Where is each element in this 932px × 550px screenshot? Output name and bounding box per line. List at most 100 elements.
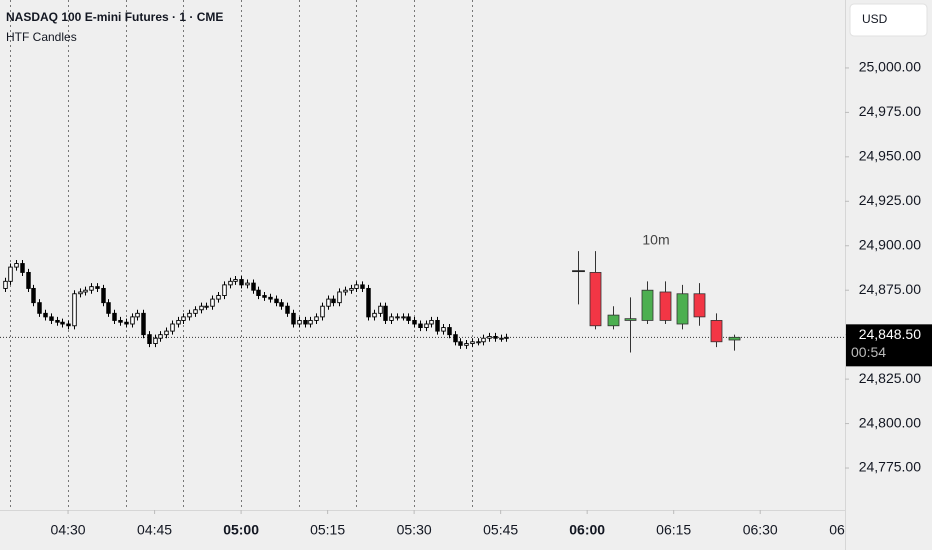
candle-body bbox=[279, 302, 284, 307]
candle-body bbox=[470, 341, 475, 345]
candle-body bbox=[337, 291, 342, 304]
candle-body bbox=[493, 335, 498, 339]
candle-body bbox=[389, 316, 394, 321]
candle-body bbox=[118, 319, 123, 323]
x-tick-label: 04:30 bbox=[51, 522, 86, 538]
htf-body bbox=[624, 318, 637, 321]
candle-body bbox=[406, 316, 411, 321]
htf-body bbox=[607, 314, 620, 327]
last-price-label: 24,848.50 bbox=[859, 326, 921, 342]
candle-body bbox=[366, 287, 371, 318]
candle-body bbox=[210, 298, 215, 307]
y-tick-label: 24,875.00 bbox=[859, 281, 921, 297]
candle-body bbox=[37, 302, 42, 314]
y-tick-label: 24,825.00 bbox=[859, 370, 921, 386]
chart-title: NASDAQ 100 E-mini Futures · 1 · CME bbox=[6, 10, 223, 24]
candle-body bbox=[268, 296, 273, 300]
candle-body bbox=[412, 319, 417, 325]
candle-body bbox=[378, 305, 383, 314]
candle-body bbox=[124, 321, 129, 325]
candle-body bbox=[487, 335, 492, 339]
currency-label[interactable]: USD bbox=[862, 12, 888, 26]
candle-body bbox=[101, 287, 106, 304]
candle-body bbox=[464, 343, 469, 346]
candle-body bbox=[8, 266, 13, 282]
candle-body bbox=[314, 316, 319, 321]
indicator-name[interactable]: HTF Candles bbox=[6, 30, 77, 44]
candle-body bbox=[395, 316, 400, 319]
x-tick-label: 05:30 bbox=[397, 522, 432, 538]
candle-body bbox=[343, 289, 348, 293]
candle-body bbox=[274, 298, 279, 304]
candle-body bbox=[476, 341, 481, 344]
candle-body bbox=[401, 316, 406, 319]
candle-body bbox=[176, 319, 181, 325]
candle-body bbox=[349, 287, 354, 291]
candle-body bbox=[135, 312, 140, 318]
candle-body bbox=[308, 319, 313, 325]
candle-body bbox=[170, 323, 175, 332]
candle-body bbox=[89, 286, 94, 291]
candle-body bbox=[320, 305, 325, 318]
y-tick-label: 24,975.00 bbox=[859, 103, 921, 119]
candle-body bbox=[228, 280, 233, 286]
candle-body bbox=[453, 334, 458, 343]
candle-body bbox=[60, 321, 65, 325]
candle-body bbox=[83, 289, 88, 293]
candle-body bbox=[499, 337, 504, 340]
candle-body bbox=[112, 312, 117, 321]
last-price-box bbox=[846, 324, 932, 367]
candle-body bbox=[78, 291, 83, 295]
candle-body bbox=[147, 334, 152, 345]
htf-body bbox=[659, 291, 672, 321]
candle-body bbox=[153, 337, 158, 345]
x-tick-label: 05:15 bbox=[310, 522, 345, 538]
htf-body bbox=[641, 289, 654, 321]
candle-body bbox=[43, 312, 48, 318]
candle-body bbox=[106, 302, 111, 314]
htf-body bbox=[589, 272, 602, 327]
candle-body bbox=[204, 305, 209, 308]
candle-body bbox=[239, 279, 244, 286]
candle-body bbox=[158, 334, 163, 339]
countdown-label: 00:54 bbox=[851, 344, 886, 360]
candle-body bbox=[66, 323, 71, 327]
candle-body bbox=[49, 316, 54, 321]
candle-body bbox=[95, 286, 100, 289]
candle-body bbox=[233, 279, 238, 282]
candle-body bbox=[20, 263, 25, 273]
candle-body bbox=[458, 341, 463, 346]
time-axis: 04:30 04:45 05:00 05:15 05:30 05:45 06:00 06:15… bbox=[51, 510, 845, 538]
y-tick-label: 24,800.00 bbox=[859, 414, 921, 430]
x-tick-label: 05:45 bbox=[483, 522, 518, 538]
currency-button[interactable] bbox=[849, 3, 928, 37]
candle-body bbox=[326, 298, 331, 307]
candle-body bbox=[418, 323, 423, 329]
candle-body bbox=[3, 280, 8, 289]
candle-body bbox=[72, 293, 77, 327]
candle-body bbox=[435, 319, 440, 332]
candle-body bbox=[14, 263, 19, 268]
candle-body bbox=[297, 319, 302, 325]
candle-body bbox=[199, 305, 204, 311]
candle-body bbox=[447, 327, 452, 336]
candle-body bbox=[383, 305, 388, 321]
candle-body bbox=[193, 309, 198, 314]
candle-body bbox=[251, 282, 256, 291]
htf-body bbox=[572, 270, 585, 273]
candle-body bbox=[256, 289, 261, 296]
candle-body bbox=[354, 284, 359, 289]
y-tick-label: 24,950.00 bbox=[859, 148, 921, 164]
candle-body bbox=[441, 327, 446, 332]
candle-body bbox=[262, 295, 267, 298]
candle-body bbox=[429, 319, 434, 325]
y-tick-label: 24,925.00 bbox=[859, 192, 921, 208]
htf-body bbox=[710, 320, 723, 343]
candle-body bbox=[130, 316, 135, 325]
candle-body bbox=[31, 287, 36, 304]
candle-body bbox=[181, 316, 186, 321]
candle-body bbox=[55, 319, 60, 323]
